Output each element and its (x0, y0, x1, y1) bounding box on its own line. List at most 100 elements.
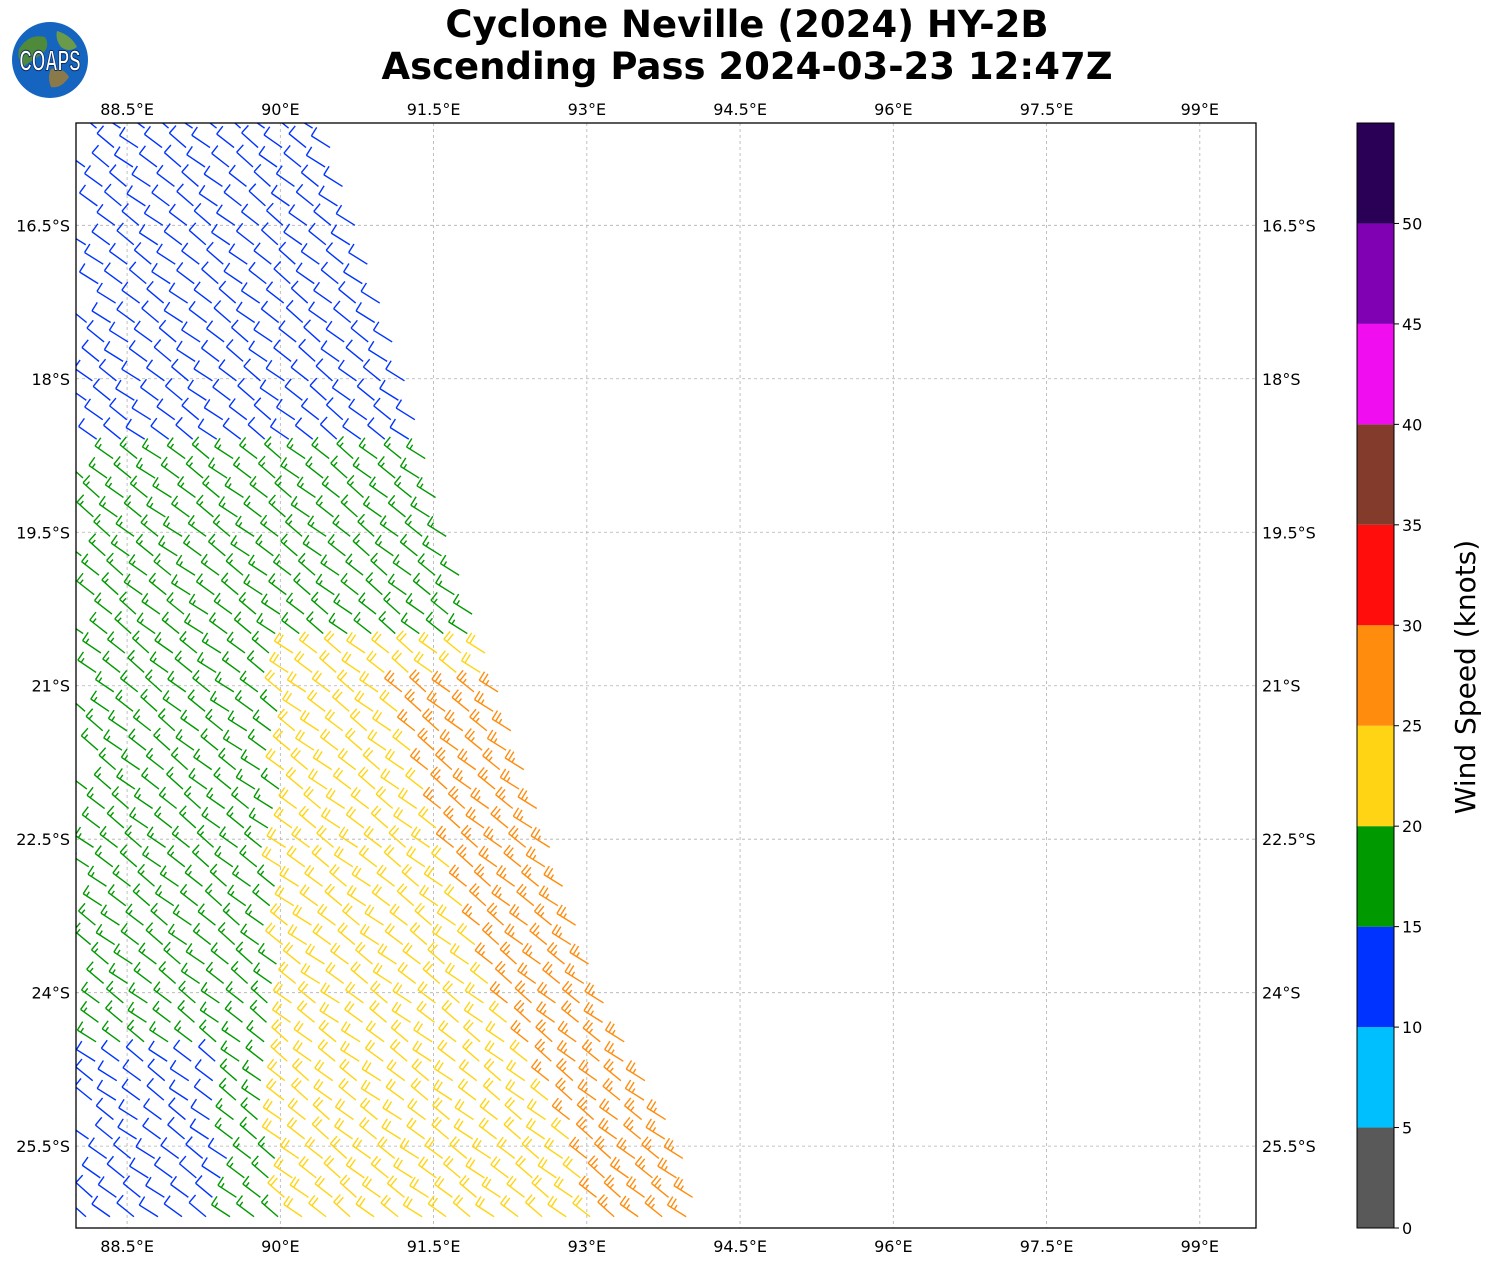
barb-staff (240, 757, 261, 771)
barb-flag (496, 1136, 504, 1146)
barb-flag (556, 1058, 564, 1067)
wind-barb (426, 690, 446, 712)
barb-flag (353, 789, 361, 799)
barb-flag (346, 474, 355, 484)
barb-staff (293, 579, 311, 596)
barb-flag (108, 482, 113, 488)
barb-flag (243, 825, 252, 834)
barb-flag (96, 203, 104, 213)
barb-flag (410, 1077, 419, 1087)
barb-staff (389, 426, 410, 440)
wind-barb (365, 572, 383, 596)
barb-flag (430, 766, 438, 775)
wind-barb (79, 184, 98, 207)
barb-staff (98, 366, 117, 382)
barb-flag (443, 805, 451, 814)
barb-flag (83, 734, 89, 739)
barb-flag (572, 1194, 580, 1204)
barb-flag (337, 1120, 345, 1130)
barb-flag (247, 831, 252, 837)
wind-barb (286, 437, 306, 460)
barb-flag (253, 986, 258, 992)
barb-staff (397, 969, 417, 985)
barb-flag (165, 696, 170, 702)
colorbar-tick-label: 40 (1402, 415, 1422, 434)
y-tick-label-left: 24°S (31, 984, 70, 1003)
barb-staff (100, 1047, 120, 1062)
wind-barb (221, 1020, 241, 1043)
wind-barb (123, 494, 142, 518)
wind-barb (245, 1039, 264, 1062)
barb-flag (480, 951, 486, 956)
barb-flag (217, 444, 222, 450)
wind-barb (76, 1058, 94, 1082)
barb-flag (413, 750, 421, 759)
wind-barb (287, 1097, 306, 1121)
barb-staff (354, 698, 374, 712)
barb-flag (516, 1028, 521, 1034)
barb-flag (112, 864, 120, 874)
barb-flag (271, 500, 276, 506)
barb-flag (89, 793, 94, 799)
barb-flag (310, 692, 318, 701)
wind-barb (218, 280, 237, 304)
wind-barb (98, 358, 117, 382)
barb-flag (227, 483, 232, 489)
barb-flag (580, 1081, 588, 1091)
barb-flag (464, 654, 471, 664)
barb-flag (95, 923, 103, 933)
barb-flag (85, 638, 90, 644)
barb-flag (84, 165, 92, 174)
wind-barb (451, 689, 470, 712)
barb-flag (559, 1042, 567, 1052)
barb-staff (422, 794, 442, 810)
barb-staff (145, 676, 163, 693)
barb-flag (320, 261, 329, 271)
barb-flag (466, 1021, 474, 1031)
colorbar-segment (1357, 725, 1394, 827)
barb-flag (519, 886, 527, 895)
barb-staff (464, 735, 483, 751)
wind-barb (583, 1001, 603, 1023)
barb-flag (80, 1000, 88, 1010)
barb-flag (313, 598, 319, 603)
barb-flag (487, 1042, 495, 1052)
barb-flag (425, 963, 434, 973)
barb-staff (111, 123, 121, 129)
barb-flag (119, 670, 128, 679)
barb-staff (76, 550, 82, 557)
barb-flag (481, 921, 490, 931)
barb-flag (362, 358, 371, 368)
barb-staff (430, 599, 449, 615)
wind-barb (392, 554, 412, 576)
wind-barb (270, 184, 290, 207)
wind-barb (309, 377, 327, 401)
barb-staff (438, 658, 457, 673)
barb-flag (255, 715, 260, 721)
barb-flag (507, 925, 515, 935)
barb-flag (76, 846, 77, 848)
barb-flag (83, 1007, 88, 1013)
wind-barb (469, 708, 488, 732)
barb-flag (666, 1196, 674, 1206)
wind-barb (339, 1174, 357, 1198)
barb-flag (362, 673, 370, 683)
barb-staff (365, 1028, 385, 1043)
wind-barb (78, 417, 98, 440)
barb-staff (330, 950, 349, 965)
barb-flag (104, 578, 109, 584)
barb-staff (641, 1144, 660, 1159)
barb-staff (116, 230, 135, 246)
barb-staff (207, 1145, 228, 1160)
barb-staff (424, 1144, 444, 1159)
barb-flag (136, 968, 141, 974)
wind-barb (97, 1176, 117, 1198)
barb-flag (123, 929, 128, 935)
barb-flag (273, 261, 282, 270)
barb-flag (439, 554, 447, 564)
barb-staff (115, 523, 135, 537)
wind-barb (488, 1000, 508, 1023)
barb-flag (146, 280, 154, 290)
wind-barb (313, 1078, 333, 1101)
barb-flag (312, 748, 320, 759)
